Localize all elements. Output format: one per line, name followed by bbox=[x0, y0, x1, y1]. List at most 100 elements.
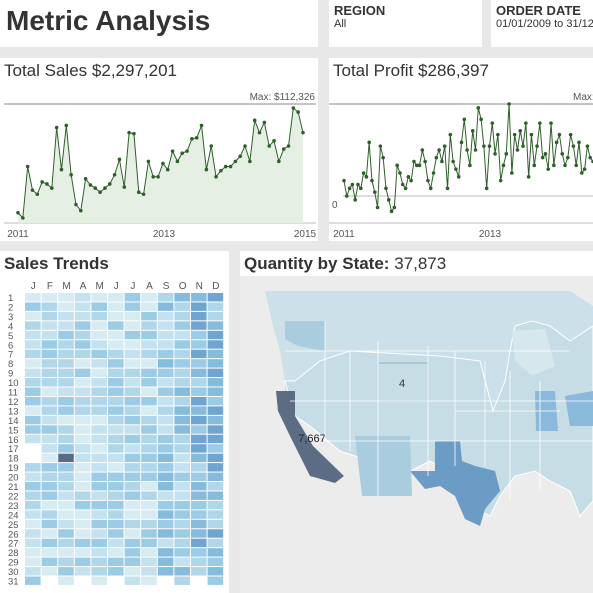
heatmap-cell[interactable] bbox=[91, 359, 107, 368]
sales-point[interactable] bbox=[238, 154, 243, 159]
profit-point[interactable] bbox=[518, 129, 523, 133]
heatmap-cell[interactable] bbox=[174, 529, 190, 538]
heatmap-cell[interactable] bbox=[124, 425, 141, 434]
heatmap-cell[interactable] bbox=[25, 396, 41, 406]
heatmap-cell[interactable] bbox=[108, 538, 124, 548]
heatmap-cell[interactable] bbox=[25, 311, 41, 321]
heatmap-cell[interactable] bbox=[91, 378, 107, 387]
heatmap-cell[interactable] bbox=[141, 359, 157, 368]
heatmap-cell[interactable] bbox=[74, 425, 91, 434]
heatmap-cell[interactable] bbox=[141, 378, 157, 387]
heatmap-cell[interactable] bbox=[74, 519, 91, 529]
profit-point[interactable] bbox=[409, 178, 413, 183]
heatmap-cell[interactable] bbox=[174, 567, 190, 576]
sales-point[interactable] bbox=[59, 167, 64, 172]
heatmap-cell[interactable] bbox=[58, 548, 74, 557]
heatmap-cell[interactable] bbox=[141, 472, 157, 481]
heatmap-cell[interactable] bbox=[124, 387, 141, 396]
sales-point[interactable] bbox=[161, 161, 165, 166]
heatmap-cell[interactable] bbox=[207, 349, 224, 359]
heatmap-cell[interactable] bbox=[58, 529, 74, 538]
heatmap-cell[interactable] bbox=[41, 576, 58, 585]
heatmap-cell[interactable] bbox=[157, 415, 174, 425]
heatmap-cell[interactable] bbox=[25, 378, 41, 387]
profit-point[interactable] bbox=[588, 155, 593, 160]
heatmap-cell[interactable] bbox=[157, 472, 174, 481]
sales-point[interactable] bbox=[83, 177, 88, 181]
heatmap-cell[interactable] bbox=[58, 415, 74, 425]
heatmap-cell[interactable] bbox=[141, 425, 157, 434]
heatmap-cell[interactable] bbox=[141, 293, 157, 302]
heatmap-cell[interactable] bbox=[41, 396, 58, 406]
heatmap-cell[interactable] bbox=[108, 330, 124, 340]
heatmap-cell[interactable] bbox=[74, 510, 91, 519]
profit-point[interactable] bbox=[434, 155, 439, 160]
heatmap-cell[interactable] bbox=[191, 444, 207, 453]
profit-point[interactable] bbox=[448, 132, 453, 137]
heatmap-cell[interactable] bbox=[25, 538, 41, 548]
sales-point[interactable] bbox=[146, 159, 151, 164]
heatmap-cell[interactable] bbox=[141, 453, 157, 463]
heatmap-cell[interactable] bbox=[141, 463, 157, 472]
heatmap-cell[interactable] bbox=[108, 567, 124, 576]
heatmap-cell[interactable] bbox=[58, 472, 74, 481]
order-date-filter-value[interactable]: 01/01/2009 to 31/12/2012 bbox=[496, 18, 593, 30]
heatmap-cell[interactable] bbox=[41, 406, 58, 415]
heatmap-cell[interactable] bbox=[91, 482, 107, 491]
heatmap-cell[interactable] bbox=[157, 453, 174, 463]
heatmap-cell[interactable] bbox=[108, 529, 124, 538]
heatmap-cell[interactable] bbox=[174, 406, 190, 415]
heatmap-cell[interactable] bbox=[174, 311, 190, 321]
profit-point[interactable] bbox=[417, 163, 422, 168]
profit-point[interactable] bbox=[420, 148, 425, 152]
heatmap-cell[interactable] bbox=[25, 387, 41, 396]
heatmap-cell[interactable] bbox=[108, 434, 124, 444]
heatmap-cell[interactable] bbox=[41, 425, 58, 434]
sales-point[interactable] bbox=[248, 159, 252, 164]
profit-point[interactable] bbox=[521, 144, 525, 148]
heatmap-cell[interactable] bbox=[108, 453, 124, 463]
heatmap-cell[interactable] bbox=[41, 321, 58, 330]
profit-point[interactable] bbox=[476, 106, 481, 110]
heatmap-cell[interactable] bbox=[157, 378, 174, 387]
sales-point[interactable] bbox=[199, 123, 204, 128]
heatmap-cell[interactable] bbox=[91, 302, 107, 311]
heatmap-cell[interactable] bbox=[108, 340, 124, 349]
heatmap-cell[interactable] bbox=[174, 425, 190, 434]
sales-point[interactable] bbox=[151, 174, 156, 179]
heatmap-cell[interactable] bbox=[141, 538, 157, 548]
heatmap-cell[interactable] bbox=[191, 463, 207, 472]
heatmap-cell[interactable] bbox=[124, 349, 141, 359]
heatmap-cell[interactable] bbox=[91, 434, 107, 444]
heatmap-cell[interactable] bbox=[41, 472, 58, 481]
heatmap-cell[interactable] bbox=[41, 302, 58, 311]
heatmap-cell[interactable] bbox=[108, 548, 124, 557]
heatmap-cell[interactable] bbox=[207, 576, 224, 585]
heatmap-cell[interactable] bbox=[191, 396, 207, 406]
profit-point[interactable] bbox=[482, 144, 486, 148]
heatmap-cell[interactable] bbox=[41, 340, 58, 349]
michigan-shape[interactable] bbox=[512, 329, 555, 376]
heatmap-cell[interactable] bbox=[124, 576, 141, 585]
heatmap-cell[interactable] bbox=[207, 472, 224, 481]
heatmap-cell[interactable] bbox=[207, 500, 224, 510]
profit-point[interactable] bbox=[515, 148, 520, 152]
heatmap-cell[interactable] bbox=[191, 302, 207, 311]
heatmap-cell[interactable] bbox=[41, 491, 58, 500]
heatmap-cell[interactable] bbox=[91, 463, 107, 472]
profit-point[interactable] bbox=[347, 186, 352, 191]
sales-point[interactable] bbox=[214, 174, 218, 179]
profit-point[interactable] bbox=[526, 175, 531, 179]
heatmap-cell[interactable] bbox=[91, 510, 107, 519]
heatmap-cell[interactable] bbox=[191, 321, 207, 330]
heatmap-cell[interactable] bbox=[74, 349, 91, 359]
heatmap-cell[interactable] bbox=[91, 396, 107, 406]
heatmap-cell[interactable] bbox=[108, 293, 124, 302]
heatmap-cell[interactable] bbox=[58, 302, 74, 311]
heatmap-cell[interactable] bbox=[108, 500, 124, 510]
profit-point[interactable] bbox=[574, 163, 579, 168]
sales-point[interactable] bbox=[223, 164, 228, 169]
heatmap-cell[interactable] bbox=[58, 491, 74, 500]
heatmap-cell[interactable] bbox=[191, 359, 207, 368]
profit-point[interactable] bbox=[532, 163, 537, 168]
